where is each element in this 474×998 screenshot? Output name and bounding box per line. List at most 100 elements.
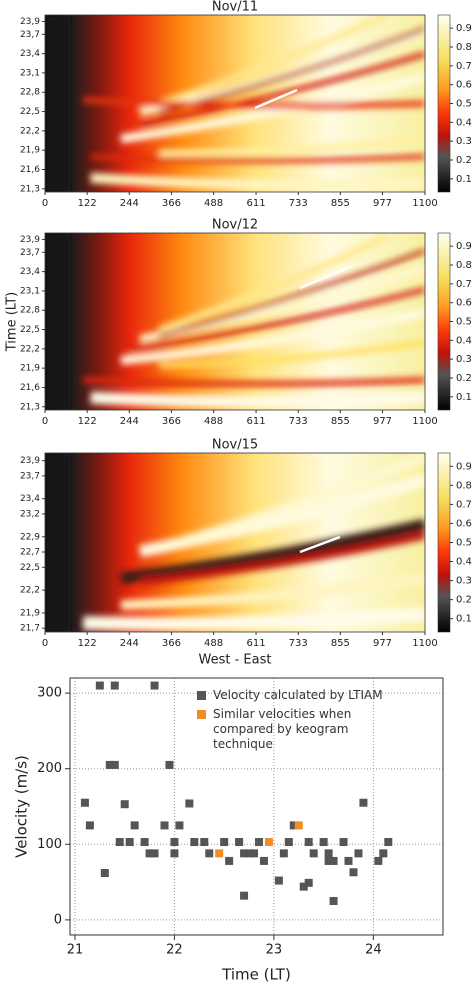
x-tick-label: 122 <box>78 638 97 649</box>
data-point <box>175 821 184 830</box>
y-tick-label: 22,2 <box>20 344 40 354</box>
heatmap-streak <box>120 518 425 585</box>
y-tick-label: 21,9 <box>20 364 40 374</box>
heatmap-streak <box>176 453 425 548</box>
y-tick-label: 21,3 <box>20 184 40 194</box>
annotation-line <box>254 88 298 110</box>
y-tick-label: 23,7 <box>20 30 40 40</box>
data-point <box>384 838 393 847</box>
data-point <box>359 798 368 807</box>
data-point <box>299 882 308 891</box>
colorbar-tick-label: 0.2 <box>456 373 472 384</box>
heatmap-dark-band <box>45 15 68 192</box>
x-tick-label: 733 <box>289 416 308 427</box>
y-tick-label: 0 <box>54 912 62 927</box>
heatmap-dark-band <box>45 453 68 632</box>
x-tick-label: 244 <box>120 198 139 209</box>
colorbar-tick-label: 0.8 <box>456 42 472 53</box>
x-tick-label: 611 <box>247 416 266 427</box>
data-point <box>274 876 283 885</box>
colorbar-tick-label: 0.4 <box>456 335 472 346</box>
data-point <box>130 821 139 830</box>
data-point <box>304 878 313 887</box>
y-tick-label: 22,8 <box>20 88 40 98</box>
x-tick-label: 855 <box>331 198 350 209</box>
legend-label: Similar velocities when compared by keog… <box>213 707 352 751</box>
chart-title: Nov/11 <box>212 0 258 15</box>
x-tick-label: 611 <box>247 638 266 649</box>
y-tick-label: 23,2 <box>20 509 40 519</box>
data-point <box>250 849 259 858</box>
data-point <box>190 838 199 847</box>
colorbar-tick-label: 0.6 <box>456 518 472 529</box>
x-tick-label: 244 <box>120 416 139 427</box>
x-tick-label: 611 <box>247 198 266 209</box>
x-tick-label: 977 <box>373 198 392 209</box>
data-point <box>240 891 249 900</box>
colorbar-tick-label: 0.8 <box>456 260 472 271</box>
y-tick-label: 21,7 <box>20 624 40 634</box>
y-tick-label: 23,9 <box>20 17 40 27</box>
data-point <box>150 681 159 690</box>
heatmap-streaks <box>82 453 425 631</box>
y-tick-label: 23,9 <box>20 235 40 245</box>
heatmap-image <box>45 233 425 410</box>
heatmap-streak <box>82 376 425 387</box>
chart-title: Nov/12 <box>212 218 258 233</box>
annotation-line <box>299 535 341 554</box>
data-point <box>324 849 333 858</box>
data-point <box>294 821 303 830</box>
x-tick-label: 1100 <box>412 638 437 649</box>
heatmap-streak <box>120 573 425 611</box>
data-point <box>329 896 338 905</box>
y-tick-label: 22,8 <box>20 306 40 316</box>
y-tick-label: 22,9 <box>20 532 40 542</box>
data-point <box>379 849 388 858</box>
colorbar-tick-label: 0.3 <box>456 354 472 365</box>
y-tick-label: 100 <box>37 837 62 852</box>
heatmap-streak <box>158 15 389 107</box>
y-tick-label: 23,7 <box>20 471 40 481</box>
y-tick-label: 22,5 <box>20 107 40 117</box>
x-tick-label: 122 <box>78 198 97 209</box>
y-tick-label: 21,9 <box>20 608 40 618</box>
data-point <box>319 838 328 847</box>
data-point <box>170 838 179 847</box>
colorbar-tick-label: 0.6 <box>456 298 472 309</box>
colorbar-tick-label: 0.2 <box>456 155 472 166</box>
colorbar-tick-label: 0.7 <box>456 279 472 290</box>
heatmap-image <box>45 453 425 632</box>
heatmap-streak <box>157 233 389 334</box>
data-point <box>150 849 159 858</box>
x-tick-label: 855 <box>331 416 350 427</box>
data-point <box>85 821 94 830</box>
colorbar-tick-label: 0.5 <box>456 538 472 549</box>
x-axis-label: Time (LT) <box>221 966 291 984</box>
colorbar-tick-label: 0.4 <box>456 557 472 568</box>
y-tick-label: 21,3 <box>20 402 40 412</box>
legend-swatch <box>197 710 206 719</box>
data-point <box>200 838 209 847</box>
x-tick-label: 0 <box>42 638 48 649</box>
data-point <box>110 681 119 690</box>
data-point <box>110 760 119 769</box>
plot-background <box>70 678 443 935</box>
data-point <box>145 849 154 858</box>
x-tick-label: 366 <box>162 638 181 649</box>
y-tick-label: 200 <box>37 761 62 776</box>
y-tick-label: 22,5 <box>20 325 40 335</box>
data-point <box>354 849 363 858</box>
data-point <box>220 838 229 847</box>
x-tick-label: 366 <box>162 416 181 427</box>
heatmap-streak <box>139 51 425 128</box>
x-tick-label: 733 <box>289 198 308 209</box>
data-point <box>160 821 169 830</box>
heatmap-dark-band <box>45 233 68 410</box>
colorbar <box>437 452 451 633</box>
data-point <box>245 849 254 858</box>
y-tick-label: 21,9 <box>20 146 40 156</box>
x-tick-label: 733 <box>289 638 308 649</box>
y-tick-label: 21,6 <box>20 383 40 393</box>
legend-label: Velocity calculated by LTIAM <box>213 688 383 702</box>
data-point <box>304 838 313 847</box>
